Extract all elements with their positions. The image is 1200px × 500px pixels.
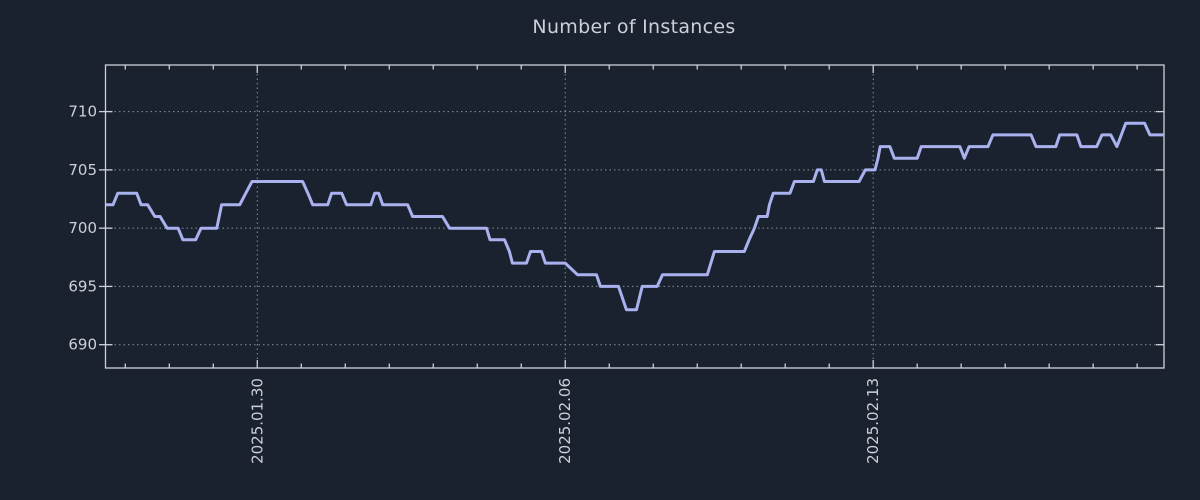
y-tick-label: 705 [68,161,97,179]
y-tick-label: 700 [68,219,97,237]
y-tick-label: 690 [68,336,97,354]
chart-title: Number of Instances [532,16,736,38]
x-tick-label: 2025.01.30 [248,378,266,464]
x-tick-label: 2025.02.13 [864,378,882,464]
series-line [105,121,1164,312]
y-tick-label: 695 [68,277,97,295]
x-tick-label: 2025.02.06 [556,378,574,464]
plot-border [104,64,1165,369]
y-tick-label: 710 [68,103,97,121]
